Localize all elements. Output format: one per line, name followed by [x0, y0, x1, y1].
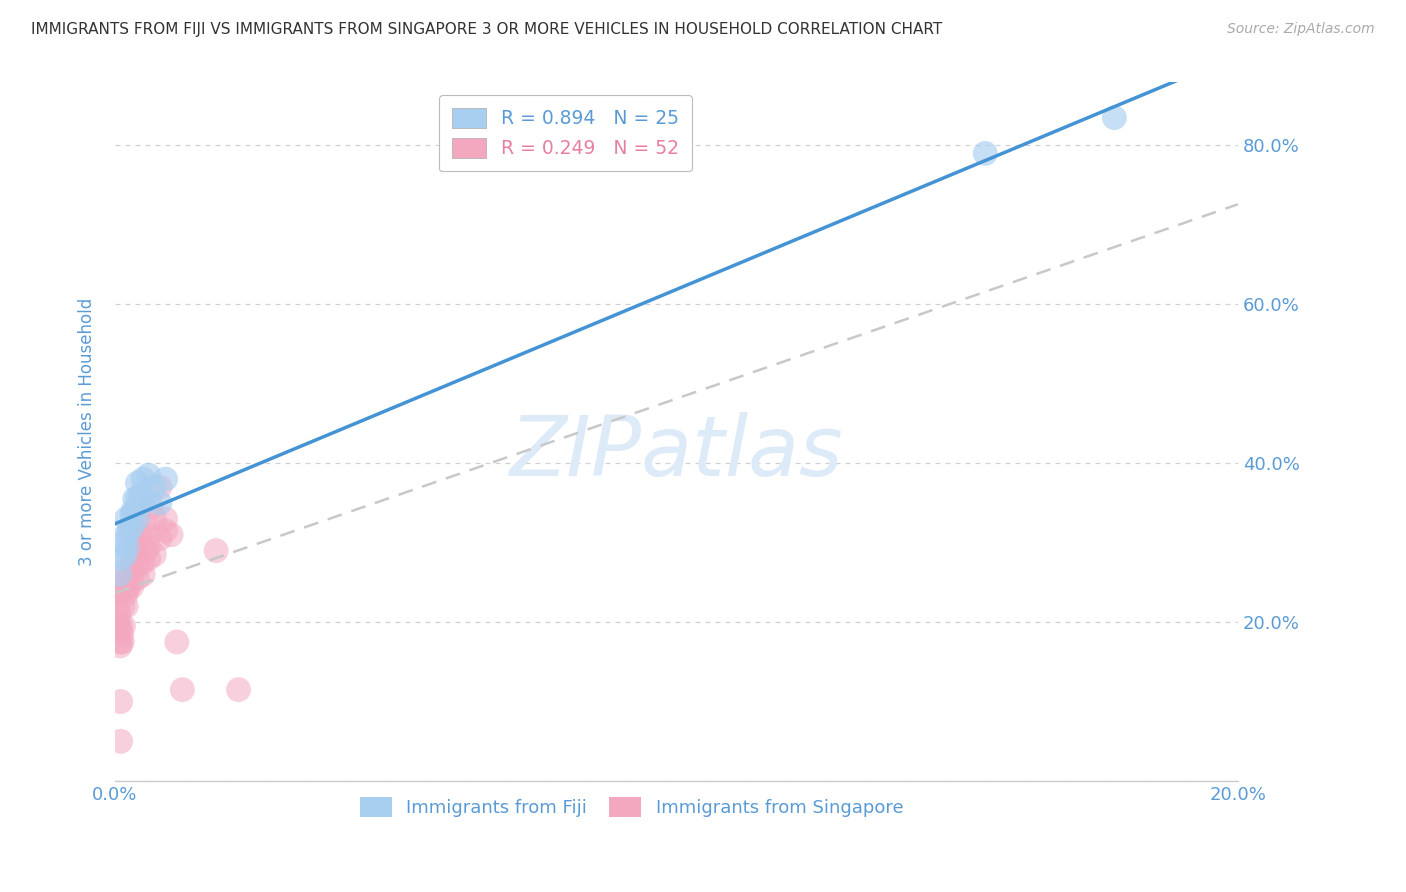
Point: [121, 508, 143, 522]
Point: [172, 682, 194, 697]
Point: [115, 564, 138, 578]
Point: [138, 527, 160, 541]
Point: [115, 571, 138, 585]
Y-axis label: 3 or more Vehicles in Household: 3 or more Vehicles in Household: [79, 297, 96, 566]
Point: [138, 491, 160, 506]
Point: [114, 548, 136, 562]
Point: [143, 480, 166, 494]
Legend: Immigrants from Fiji, Immigrants from Singapore: Immigrants from Fiji, Immigrants from Si…: [353, 790, 911, 824]
Point: [115, 587, 138, 601]
Point: [115, 583, 138, 598]
Point: [121, 527, 143, 541]
Point: [124, 540, 146, 554]
Point: [135, 543, 157, 558]
Text: IMMIGRANTS FROM FIJI VS IMMIGRANTS FROM SINGAPORE 3 OR MORE VEHICLES IN HOUSEHOL: IMMIGRANTS FROM FIJI VS IMMIGRANTS FROM …: [31, 22, 942, 37]
Point: [228, 682, 250, 697]
Point: [138, 468, 160, 483]
Point: [122, 504, 145, 518]
Point: [149, 532, 172, 546]
Point: [107, 615, 129, 629]
Point: [107, 587, 129, 601]
Point: [111, 635, 134, 649]
Point: [112, 535, 135, 549]
Point: [115, 575, 138, 590]
Point: [127, 571, 149, 585]
Point: [105, 599, 128, 614]
Point: [110, 635, 132, 649]
Point: [132, 472, 155, 486]
Point: [121, 571, 143, 585]
Point: [121, 559, 143, 574]
Point: [115, 599, 138, 614]
Point: [129, 488, 152, 502]
Point: [127, 532, 149, 546]
Point: [127, 512, 149, 526]
Point: [105, 583, 128, 598]
Point: [121, 520, 143, 534]
Point: [108, 607, 131, 622]
Point: [132, 496, 155, 510]
Point: [108, 567, 131, 582]
Point: [132, 556, 155, 570]
Point: [127, 476, 149, 491]
Point: [115, 527, 138, 541]
Point: [132, 516, 155, 530]
Point: [111, 599, 134, 614]
Point: [138, 540, 160, 554]
Point: [112, 619, 135, 633]
Point: [115, 512, 138, 526]
Point: [141, 500, 163, 514]
Point: [155, 524, 177, 538]
Point: [143, 512, 166, 526]
Point: [160, 527, 183, 541]
Point: [108, 639, 131, 653]
Point: [118, 524, 141, 538]
Point: [149, 496, 172, 510]
Point: [143, 548, 166, 562]
Point: [155, 472, 177, 486]
Point: [124, 491, 146, 506]
Point: [118, 579, 141, 593]
Point: [121, 548, 143, 562]
Point: [127, 491, 149, 506]
Point: [149, 480, 172, 494]
Point: [974, 146, 997, 161]
Point: [166, 635, 188, 649]
Text: ZIPatlas: ZIPatlas: [509, 412, 844, 493]
Text: Source: ZipAtlas.com: Source: ZipAtlas.com: [1227, 22, 1375, 37]
Point: [127, 559, 149, 574]
Point: [129, 527, 152, 541]
Point: [205, 543, 228, 558]
Point: [1104, 111, 1126, 125]
Point: [110, 694, 132, 708]
Point: [127, 548, 149, 562]
Point: [121, 579, 143, 593]
Point: [111, 551, 134, 566]
Point: [155, 512, 177, 526]
Point: [110, 619, 132, 633]
Point: [132, 567, 155, 582]
Point: [138, 551, 160, 566]
Point: [111, 627, 134, 641]
Point: [117, 540, 139, 554]
Point: [108, 623, 131, 637]
Point: [110, 734, 132, 748]
